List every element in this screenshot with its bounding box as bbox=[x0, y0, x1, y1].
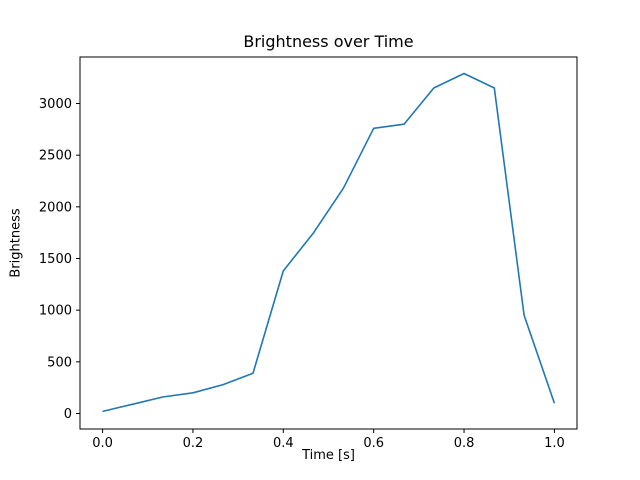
y-tick-label: 2500 bbox=[39, 149, 72, 164]
y-tick-label: 1000 bbox=[39, 304, 72, 319]
y-tick-label: 1500 bbox=[39, 252, 72, 267]
y-tick-label: 0 bbox=[64, 407, 72, 422]
y-tick-label: 3000 bbox=[39, 97, 72, 112]
y-tick-label: 500 bbox=[47, 355, 72, 370]
y-tick-label: 2000 bbox=[39, 200, 72, 215]
chart-title: Brightness over Time bbox=[243, 32, 414, 51]
x-tick-label: 1.0 bbox=[544, 436, 565, 451]
axes-spines bbox=[79, 56, 578, 430]
x-tick-label: 0.2 bbox=[183, 436, 204, 451]
x-tick-label: 0.8 bbox=[454, 436, 475, 451]
y-axis-label: Brightness bbox=[8, 208, 24, 278]
x-tick-label: 0.6 bbox=[363, 436, 384, 451]
x-axis-label: Time [s] bbox=[302, 448, 355, 463]
brightness-series-line bbox=[102, 72, 556, 413]
x-tick-label: 0.4 bbox=[273, 436, 294, 451]
x-tick-label: 0.0 bbox=[92, 436, 113, 451]
